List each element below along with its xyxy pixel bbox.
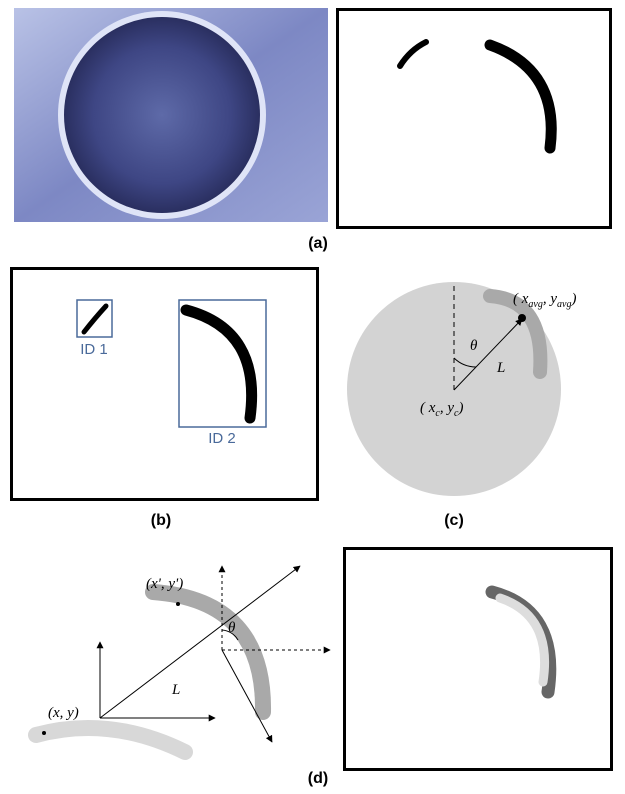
point-label: (x, y) [48, 705, 79, 721]
photo [14, 8, 328, 222]
point [518, 314, 526, 322]
caption: (d) [308, 770, 328, 787]
label-part: ) [457, 400, 463, 416]
label-part: , y [440, 400, 455, 416]
binary-frame [338, 10, 611, 228]
caption: (a) [308, 235, 328, 252]
arc-band [153, 592, 263, 712]
label-part: ( x [513, 291, 529, 307]
subscript: avg [528, 299, 542, 310]
length: L [496, 360, 505, 376]
arc-band [36, 728, 185, 752]
frame [345, 549, 612, 770]
length: L [171, 682, 180, 698]
label-part: ) [570, 291, 576, 307]
id-label: ID 1 [80, 341, 108, 358]
point [176, 602, 180, 606]
prime-label: (x', y') [146, 576, 183, 592]
label-part: , y [543, 291, 558, 307]
theta: θ [470, 338, 478, 354]
label-part: ( x [420, 400, 436, 416]
id-label: ID 2 [208, 430, 236, 447]
theta: θ [228, 620, 236, 636]
figure: (a) ID 1 ID 2 (b) ( xavg, yavg) θ L ( xc… [0, 0, 625, 789]
subscript: avg [557, 299, 571, 310]
caption: (c) [444, 512, 464, 529]
frame [12, 269, 318, 500]
caption: (b) [151, 512, 171, 529]
point [42, 731, 46, 735]
